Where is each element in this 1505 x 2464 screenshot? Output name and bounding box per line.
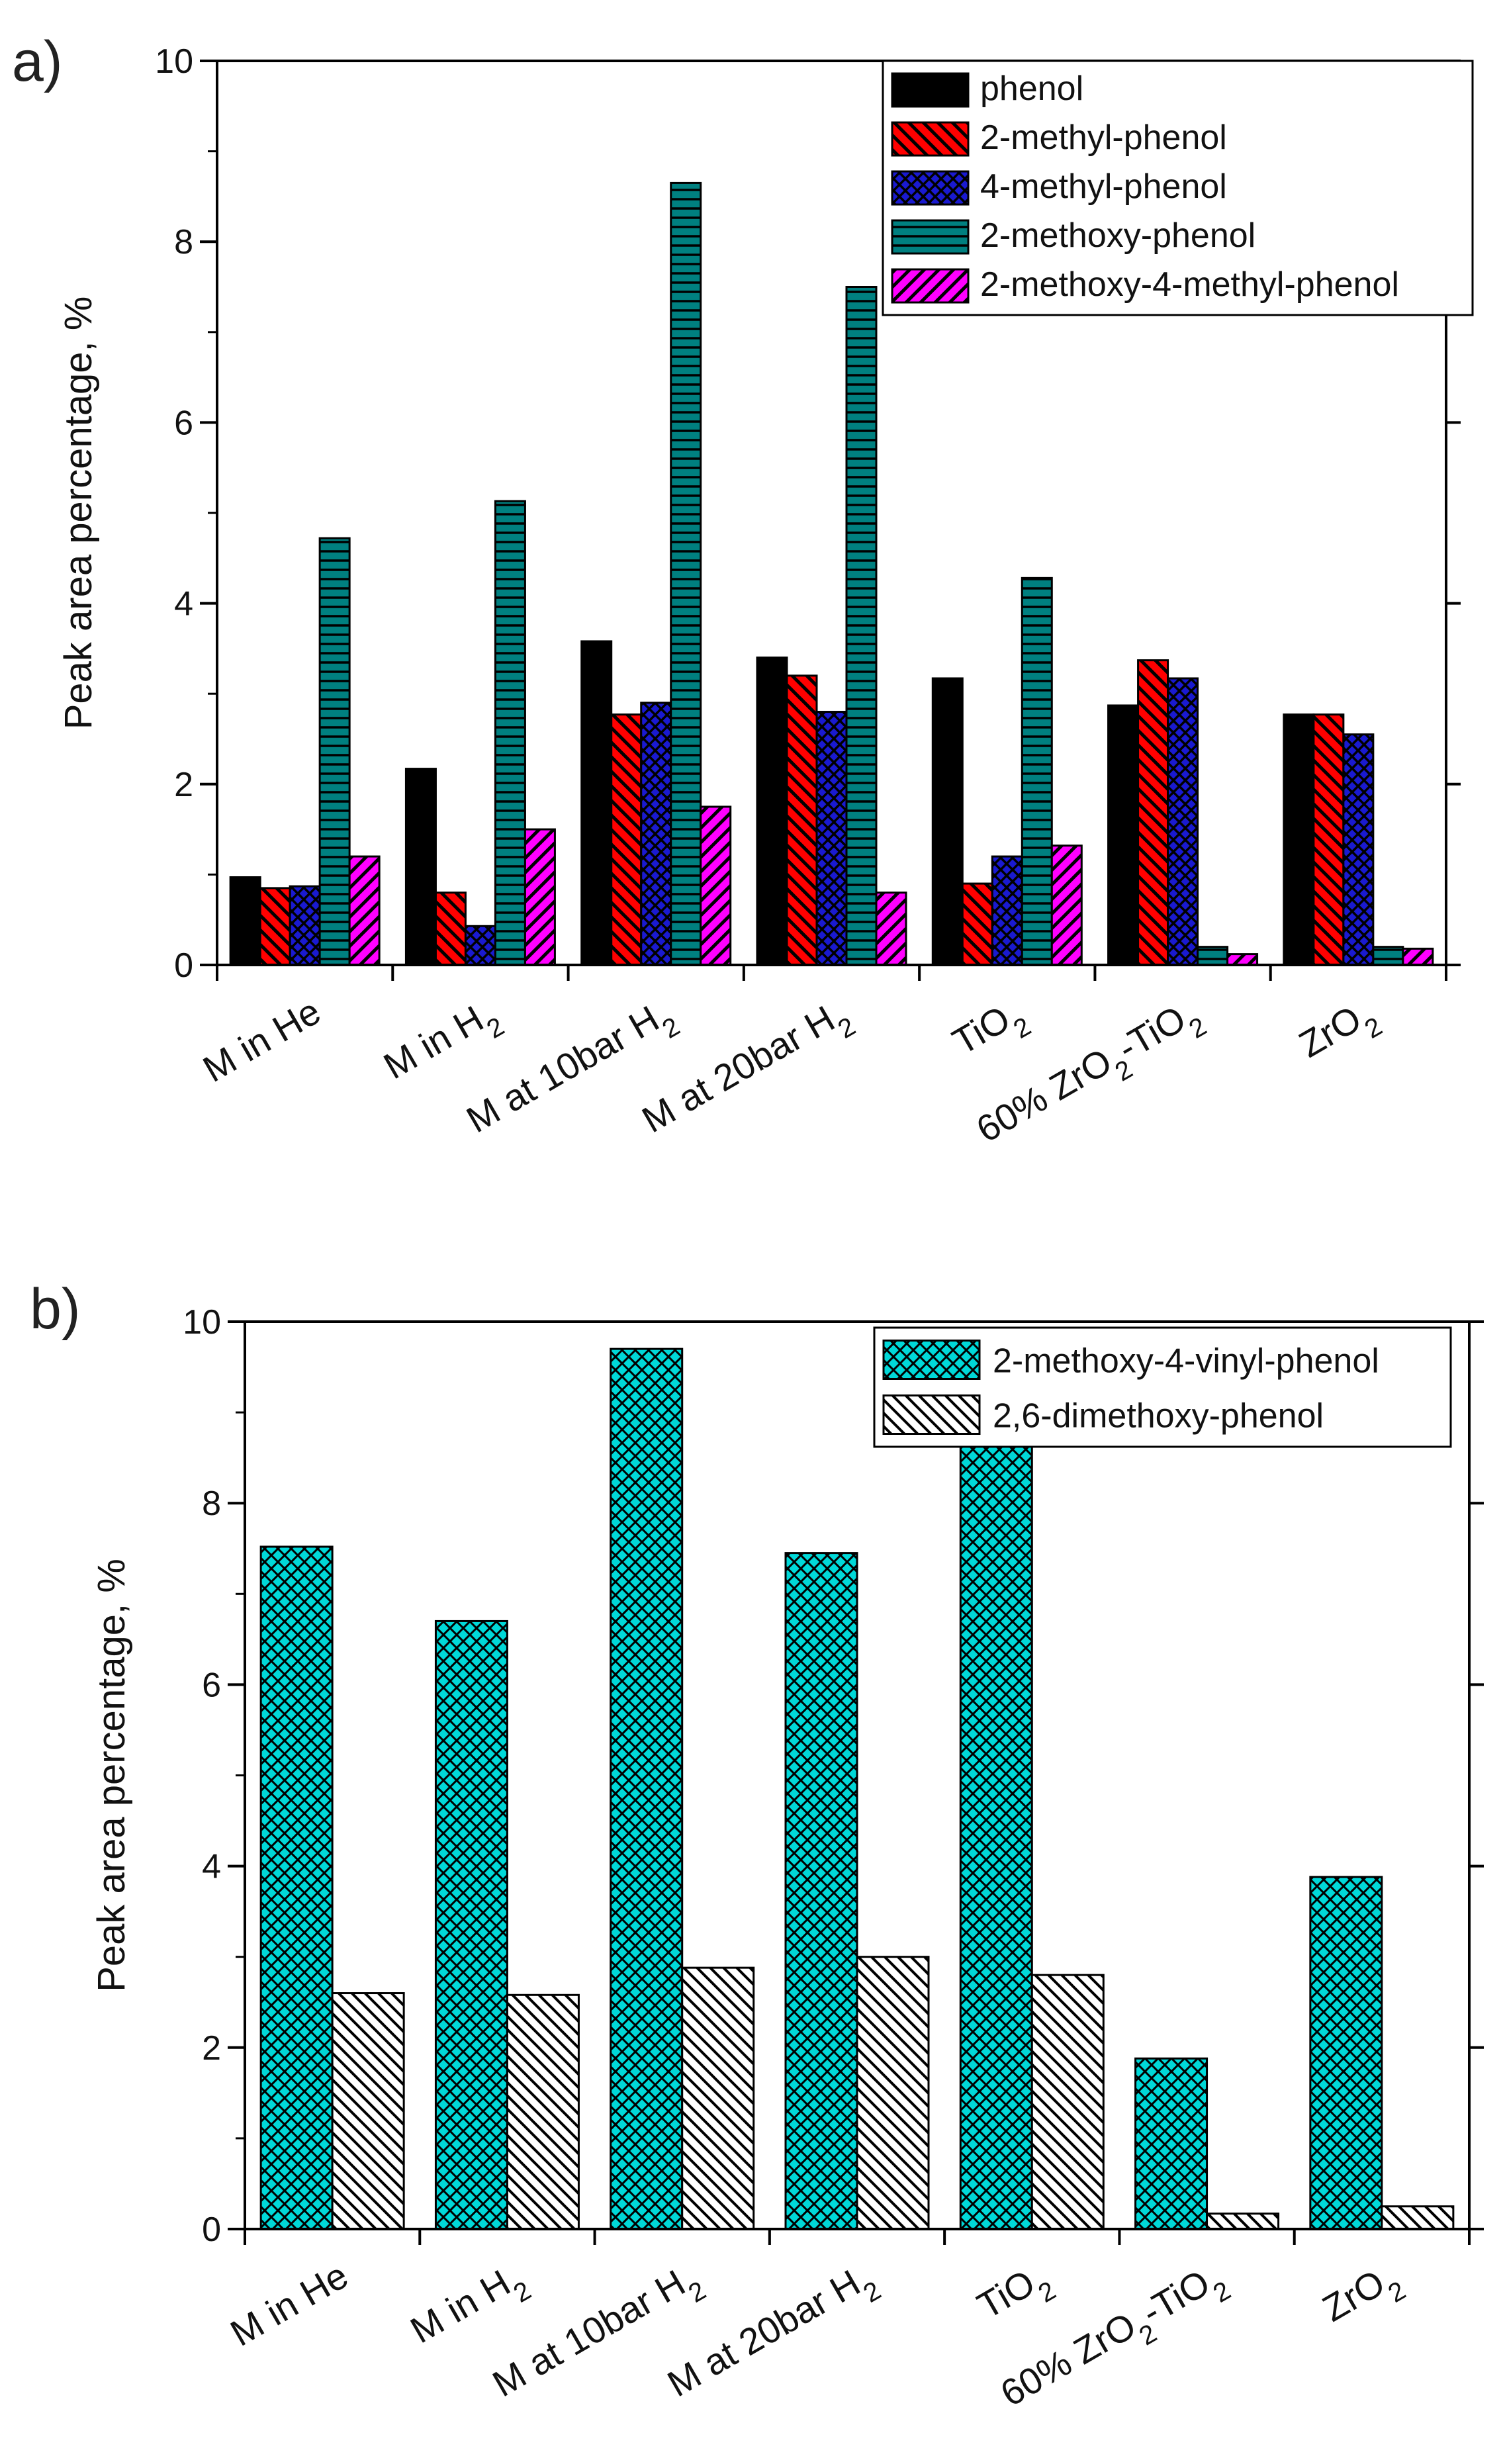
bar <box>756 657 788 966</box>
y-tick-label: 4 <box>174 585 193 623</box>
bar <box>259 887 291 966</box>
y-tick-label: 6 <box>202 1666 221 1704</box>
bar <box>815 711 848 966</box>
x-category-label: ZrO2 <box>1316 2254 1411 2340</box>
bar <box>318 537 351 966</box>
bar <box>610 713 643 966</box>
legend-swatch <box>882 1340 981 1380</box>
bar <box>640 702 672 966</box>
y-axis-title: Peak area percentage, % <box>90 1559 133 1992</box>
bar <box>259 1545 334 2230</box>
bar <box>1206 2213 1280 2230</box>
bar <box>961 882 993 966</box>
bar <box>1312 713 1345 966</box>
x-category-label: M in He <box>224 2254 355 2354</box>
panel-label: a) <box>12 30 62 93</box>
bar <box>229 876 261 966</box>
bar <box>1134 2057 1209 2230</box>
y-tick-label: 10 <box>155 42 193 81</box>
legend-label: 2-methoxy-phenol <box>980 216 1255 255</box>
bar <box>1030 1974 1105 2230</box>
x-category-label: TiO2 <box>946 990 1036 1073</box>
y-tick-label: 8 <box>174 223 193 261</box>
bar <box>1167 677 1199 966</box>
legend-swatch <box>891 72 970 108</box>
bar <box>931 677 964 966</box>
legend-label: 2,6-dimethoxy-phenol <box>993 1397 1324 1436</box>
x-category-label: ZrO2 <box>1292 990 1387 1076</box>
bar <box>1021 576 1053 966</box>
legend-swatch <box>891 219 970 255</box>
bar <box>434 891 467 966</box>
bar <box>506 1993 580 2230</box>
bar <box>610 1347 684 2230</box>
bar <box>464 925 496 966</box>
x-category-label: M in H2 <box>404 2254 536 2362</box>
bar <box>289 885 321 966</box>
y-tick-label: 0 <box>174 946 193 985</box>
x-category-label: TiO2 <box>970 2254 1061 2338</box>
legend-label: 2-methyl-phenol <box>980 118 1227 157</box>
bar <box>404 768 437 966</box>
panel-label: b) <box>30 1277 80 1341</box>
legend-label: 2-methoxy-4-methyl-phenol <box>980 265 1399 304</box>
bar <box>1402 947 1434 966</box>
legend-swatch <box>891 170 970 206</box>
bar <box>784 1552 858 2230</box>
y-axis-title: Peak area percentage, % <box>57 297 100 730</box>
bar <box>1197 946 1229 966</box>
y-tick-label: 2 <box>174 766 193 804</box>
bar <box>786 674 818 966</box>
legend-box <box>882 60 1474 316</box>
bar <box>1226 953 1259 966</box>
x-category-label: M in He <box>196 990 328 1090</box>
bar <box>845 286 878 966</box>
bar <box>991 855 1023 966</box>
y-tick-label: 4 <box>202 1848 221 1886</box>
y-tick-label: 2 <box>202 2029 221 2068</box>
bar <box>681 1966 755 2230</box>
y-tick-label: 6 <box>174 404 193 442</box>
bar <box>524 828 556 966</box>
bar <box>959 1438 1033 2230</box>
bar <box>494 500 526 966</box>
bar <box>348 855 381 966</box>
bar <box>1342 733 1375 966</box>
x-category-label: M in H2 <box>377 990 509 1098</box>
legend-label: phenol <box>980 69 1083 108</box>
bar <box>580 640 613 966</box>
bar <box>670 181 702 966</box>
bar <box>700 805 732 966</box>
bar <box>1050 844 1083 966</box>
bar <box>856 1956 930 2230</box>
bar <box>1107 704 1140 966</box>
legend-swatch <box>891 121 970 157</box>
bar <box>331 1992 405 2230</box>
legend-label: 2-methoxy-4-vinyl-phenol <box>993 1342 1379 1381</box>
bar <box>1309 1876 1383 2230</box>
y-tick-label: 8 <box>202 1484 221 1523</box>
y-tick-label: 0 <box>202 2211 221 2249</box>
bar <box>1137 659 1169 966</box>
bar <box>434 1620 508 2230</box>
bar <box>1372 946 1404 966</box>
bar <box>1283 713 1315 966</box>
bar <box>1381 2205 1455 2230</box>
legend-swatch <box>891 268 970 304</box>
legend-label: 4-methyl-phenol <box>980 167 1227 206</box>
legend-swatch <box>882 1394 981 1435</box>
bar <box>875 891 907 966</box>
y-tick-label: 10 <box>183 1303 221 1342</box>
